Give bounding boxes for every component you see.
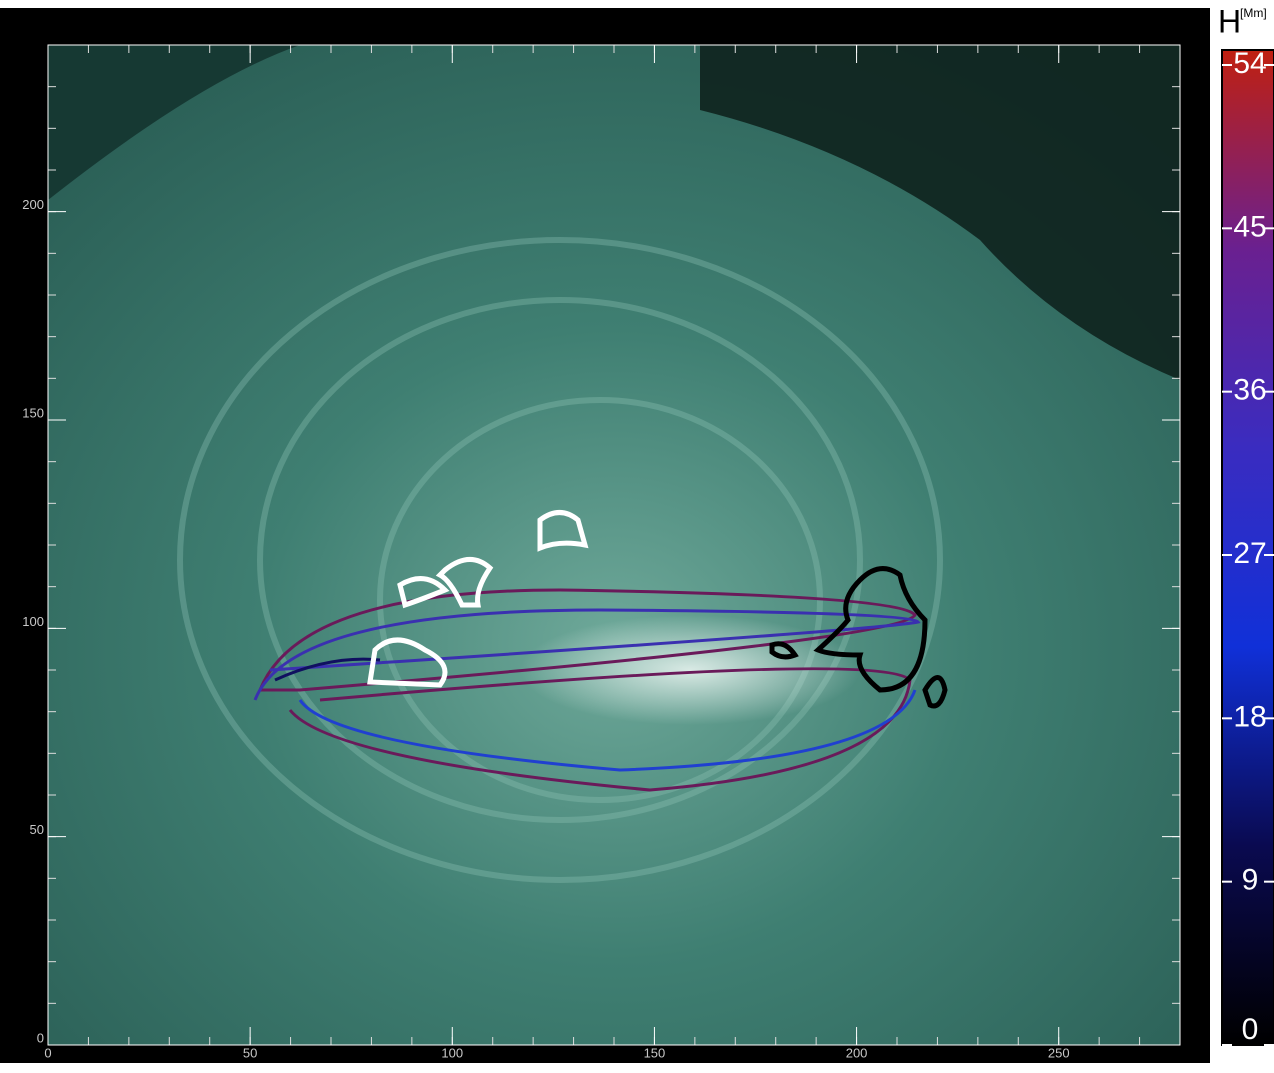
colorbar-unit: [Mm] (1240, 6, 1267, 20)
colorbar-tick-label: 36 (1233, 374, 1266, 407)
colorbar-tick-label: 45 (1233, 210, 1266, 243)
y-tick-label: 200 (22, 197, 44, 212)
y-tick-label: 50 (30, 822, 44, 837)
colorbar-tick-label: 54 (1233, 47, 1266, 80)
dark-region (700, 45, 1180, 380)
x-tick-label: 100 (441, 1045, 463, 1060)
y-tick-label: 150 (22, 405, 44, 420)
loops (177, 237, 943, 883)
contours (769, 566, 948, 709)
dark-region (48, 45, 300, 200)
x-tick-label: 150 (644, 1045, 666, 1060)
x-tick-label: 0 (44, 1045, 51, 1060)
y-tick-label: 0 (37, 1030, 44, 1045)
x-tick-label: 200 (846, 1045, 868, 1060)
plot-border (47, 44, 1181, 1046)
colorbar-tick-label: 18 (1233, 700, 1266, 733)
colorbar-tick-label: 27 (1233, 537, 1266, 570)
y-tick-label: 100 (22, 614, 44, 629)
field-lines (253, 588, 921, 792)
x-tick-label: 50 (243, 1045, 257, 1060)
x-tick-label: 250 (1048, 1045, 1070, 1060)
contours (367, 510, 589, 688)
colorbar-tick-label: 0 (1242, 1013, 1259, 1046)
colorbar-tick-label: 9 (1242, 864, 1259, 897)
colorbar (1221, 49, 1274, 1046)
colorbar-label: H (1218, 3, 1241, 39)
